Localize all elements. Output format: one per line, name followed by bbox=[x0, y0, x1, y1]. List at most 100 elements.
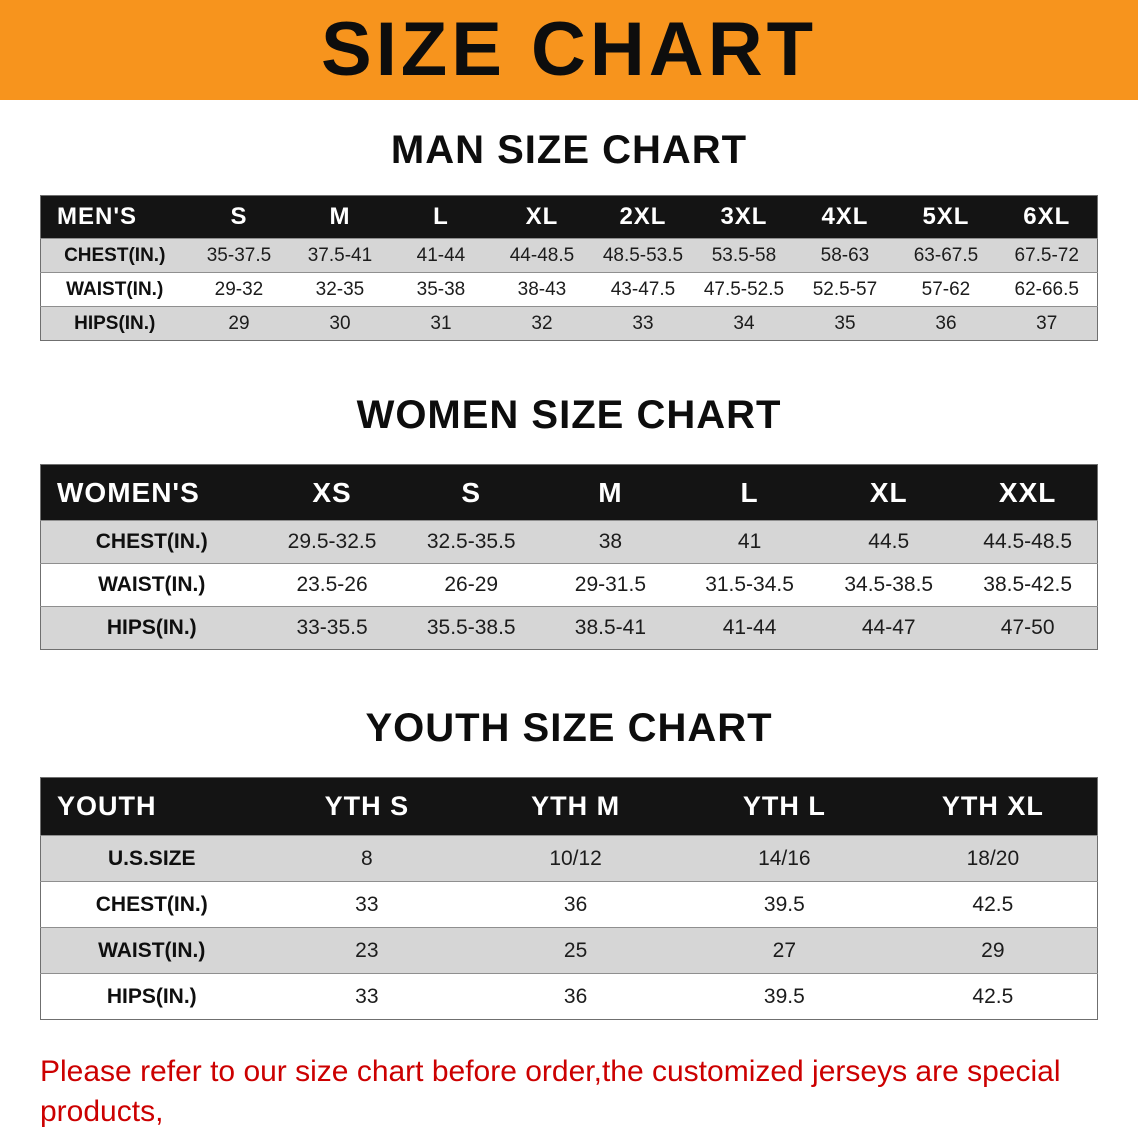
measurement-label: CHEST(IN.) bbox=[40, 881, 263, 928]
measurement-value: 10/12 bbox=[471, 835, 680, 882]
measurement-value: 32 bbox=[491, 306, 593, 341]
measurement-value: 38 bbox=[540, 520, 680, 564]
size-column-header: M bbox=[540, 464, 680, 521]
header-row: MEN'S S M L XL 2XL 3XL 4XL 5XL 6XL bbox=[40, 195, 1098, 239]
measurement-value: 8 bbox=[262, 835, 472, 882]
measurement-row: WAIST(IN.) 23 25 27 29 bbox=[40, 927, 1098, 974]
measurement-value: 39.5 bbox=[679, 881, 889, 928]
measurement-value: 29-32 bbox=[188, 272, 290, 307]
measurement-row: HIPS(IN.) 33-35.5 35.5-38.5 38.5-41 41-44 44-… bbox=[40, 606, 1098, 650]
size-column-header: XS bbox=[262, 464, 402, 521]
measurement-value: 23 bbox=[262, 927, 472, 974]
measurement-value: 53.5-58 bbox=[693, 238, 795, 273]
size-column-header: L bbox=[679, 464, 820, 521]
row-group-label: WOMEN'S bbox=[40, 464, 263, 521]
measurement-value: 33 bbox=[262, 973, 472, 1020]
size-column-header: YTH L bbox=[679, 777, 889, 836]
measurement-value: 47-50 bbox=[958, 606, 1098, 650]
measurement-value: 63-67.5 bbox=[895, 238, 997, 273]
measurement-value: 37.5-41 bbox=[289, 238, 391, 273]
measurement-value: 25 bbox=[471, 927, 680, 974]
size-column-header: XXL bbox=[958, 464, 1098, 521]
measurement-row: WAIST(IN.) 23.5-26 26-29 29-31.5 31.5-34.5 34… bbox=[40, 563, 1098, 607]
measurement-value: 47.5-52.5 bbox=[693, 272, 795, 307]
measurement-value: 34 bbox=[693, 306, 795, 341]
measurement-value: 58-63 bbox=[794, 238, 896, 273]
notice-line-1: Please refer to our size chart before or… bbox=[40, 1055, 1061, 1128]
measurement-label: WAIST(IN.) bbox=[40, 563, 263, 607]
measurement-value: 67.5-72 bbox=[996, 238, 1098, 273]
measurement-value: 38.5-41 bbox=[540, 606, 680, 650]
measurement-value: 48.5-53.5 bbox=[592, 238, 694, 273]
measurement-row: HIPS(IN.) 29 30 31 32 33 34 35 36 37 bbox=[40, 306, 1098, 341]
size-column-header: 4XL bbox=[794, 195, 896, 239]
measurement-row: CHEST(IN.) 33 36 39.5 42.5 bbox=[40, 881, 1098, 928]
measurement-label: HIPS(IN.) bbox=[40, 973, 263, 1020]
measurement-value: 42.5 bbox=[888, 881, 1098, 928]
women-section: WOMEN SIZE CHART WOMEN'S XS S M L XL XXL CHEST(… bbox=[0, 393, 1138, 650]
size-column-header: 5XL bbox=[895, 195, 997, 239]
size-column-header: YTH S bbox=[262, 777, 472, 836]
measurement-label: HIPS(IN.) bbox=[40, 306, 189, 341]
measurement-value: 33-35.5 bbox=[262, 606, 402, 650]
men-section: MAN SIZE CHART MEN'S S M L XL 2XL 3XL 4XL 5XL 6XL… bbox=[0, 128, 1138, 341]
measurement-value: 52.5-57 bbox=[794, 272, 896, 307]
measurement-value: 36 bbox=[895, 306, 997, 341]
size-column-header: YTH XL bbox=[888, 777, 1098, 836]
page-title: SIZE CHART bbox=[321, 7, 817, 92]
measurement-row: HIPS(IN.) 33 36 39.5 42.5 bbox=[40, 973, 1098, 1020]
measurement-value: 33 bbox=[592, 306, 694, 341]
measurement-value: 27 bbox=[679, 927, 889, 974]
measurement-value: 41-44 bbox=[390, 238, 492, 273]
measurement-value: 43-47.5 bbox=[592, 272, 694, 307]
measurement-value: 32-35 bbox=[289, 272, 391, 307]
measurement-row: CHEST(IN.) 35-37.5 37.5-41 41-44 44-48.5 48.5… bbox=[40, 238, 1098, 273]
measurement-value: 31 bbox=[390, 306, 492, 341]
measurement-value: 42.5 bbox=[888, 973, 1098, 1020]
measurement-value: 62-66.5 bbox=[996, 272, 1098, 307]
measurement-row: U.S.SIZE 8 10/12 14/16 18/20 bbox=[40, 835, 1098, 882]
measurement-value: 23.5-26 bbox=[262, 563, 402, 607]
measurement-label: U.S.SIZE bbox=[40, 835, 263, 882]
measurement-value: 34.5-38.5 bbox=[819, 563, 959, 607]
measurement-label: WAIST(IN.) bbox=[40, 927, 263, 974]
size-column-header: XL bbox=[819, 464, 959, 521]
measurement-row: WAIST(IN.) 29-32 32-35 35-38 38-43 43-47.5 47.… bbox=[40, 272, 1098, 307]
measurement-value: 26-29 bbox=[401, 563, 541, 607]
measurement-value: 14/16 bbox=[679, 835, 889, 882]
measurement-value: 29.5-32.5 bbox=[262, 520, 402, 564]
size-column-header: 3XL bbox=[693, 195, 795, 239]
row-group-label: MEN'S bbox=[40, 195, 189, 239]
size-column-header: YTH M bbox=[471, 777, 680, 836]
youth-section: YOUTH SIZE CHART YOUTH YTH S YTH M YTH L YTH… bbox=[0, 706, 1138, 1020]
measurement-value: 57-62 bbox=[895, 272, 997, 307]
measurement-value: 41 bbox=[679, 520, 820, 564]
measurement-value: 29 bbox=[888, 927, 1098, 974]
size-column-header: S bbox=[188, 195, 290, 239]
measurement-value: 35-37.5 bbox=[188, 238, 290, 273]
measurement-value: 44.5-48.5 bbox=[958, 520, 1098, 564]
measurement-value: 37 bbox=[996, 306, 1098, 341]
size-column-header: 2XL bbox=[592, 195, 694, 239]
measurement-value: 29 bbox=[188, 306, 290, 341]
youth-size-table: YOUTH YTH S YTH M YTH L YTH XL U.S.SIZE 8 10/12… bbox=[40, 777, 1098, 1020]
measurement-value: 30 bbox=[289, 306, 391, 341]
size-column-header: L bbox=[390, 195, 492, 239]
measurement-row: CHEST(IN.) 29.5-32.5 32.5-35.5 38 41 44.5 44.5… bbox=[40, 520, 1098, 564]
measurement-value: 35-38 bbox=[390, 272, 492, 307]
measurement-label: WAIST(IN.) bbox=[40, 272, 189, 307]
measurement-value: 44.5 bbox=[819, 520, 959, 564]
banner: SIZE CHART bbox=[0, 0, 1138, 100]
measurement-value: 33 bbox=[262, 881, 472, 928]
measurement-value: 39.5 bbox=[679, 973, 889, 1020]
size-column-header: XL bbox=[491, 195, 593, 239]
header-row: YOUTH YTH S YTH M YTH L YTH XL bbox=[40, 777, 1098, 836]
size-column-header: M bbox=[289, 195, 391, 239]
measurement-value: 36 bbox=[471, 973, 680, 1020]
women-section-heading: WOMEN SIZE CHART bbox=[356, 393, 782, 437]
measurement-value: 41-44 bbox=[679, 606, 820, 650]
measurement-value: 35 bbox=[794, 306, 896, 341]
order-notice: Please refer to our size chart before or… bbox=[40, 1052, 1118, 1132]
measurement-value: 36 bbox=[471, 881, 680, 928]
